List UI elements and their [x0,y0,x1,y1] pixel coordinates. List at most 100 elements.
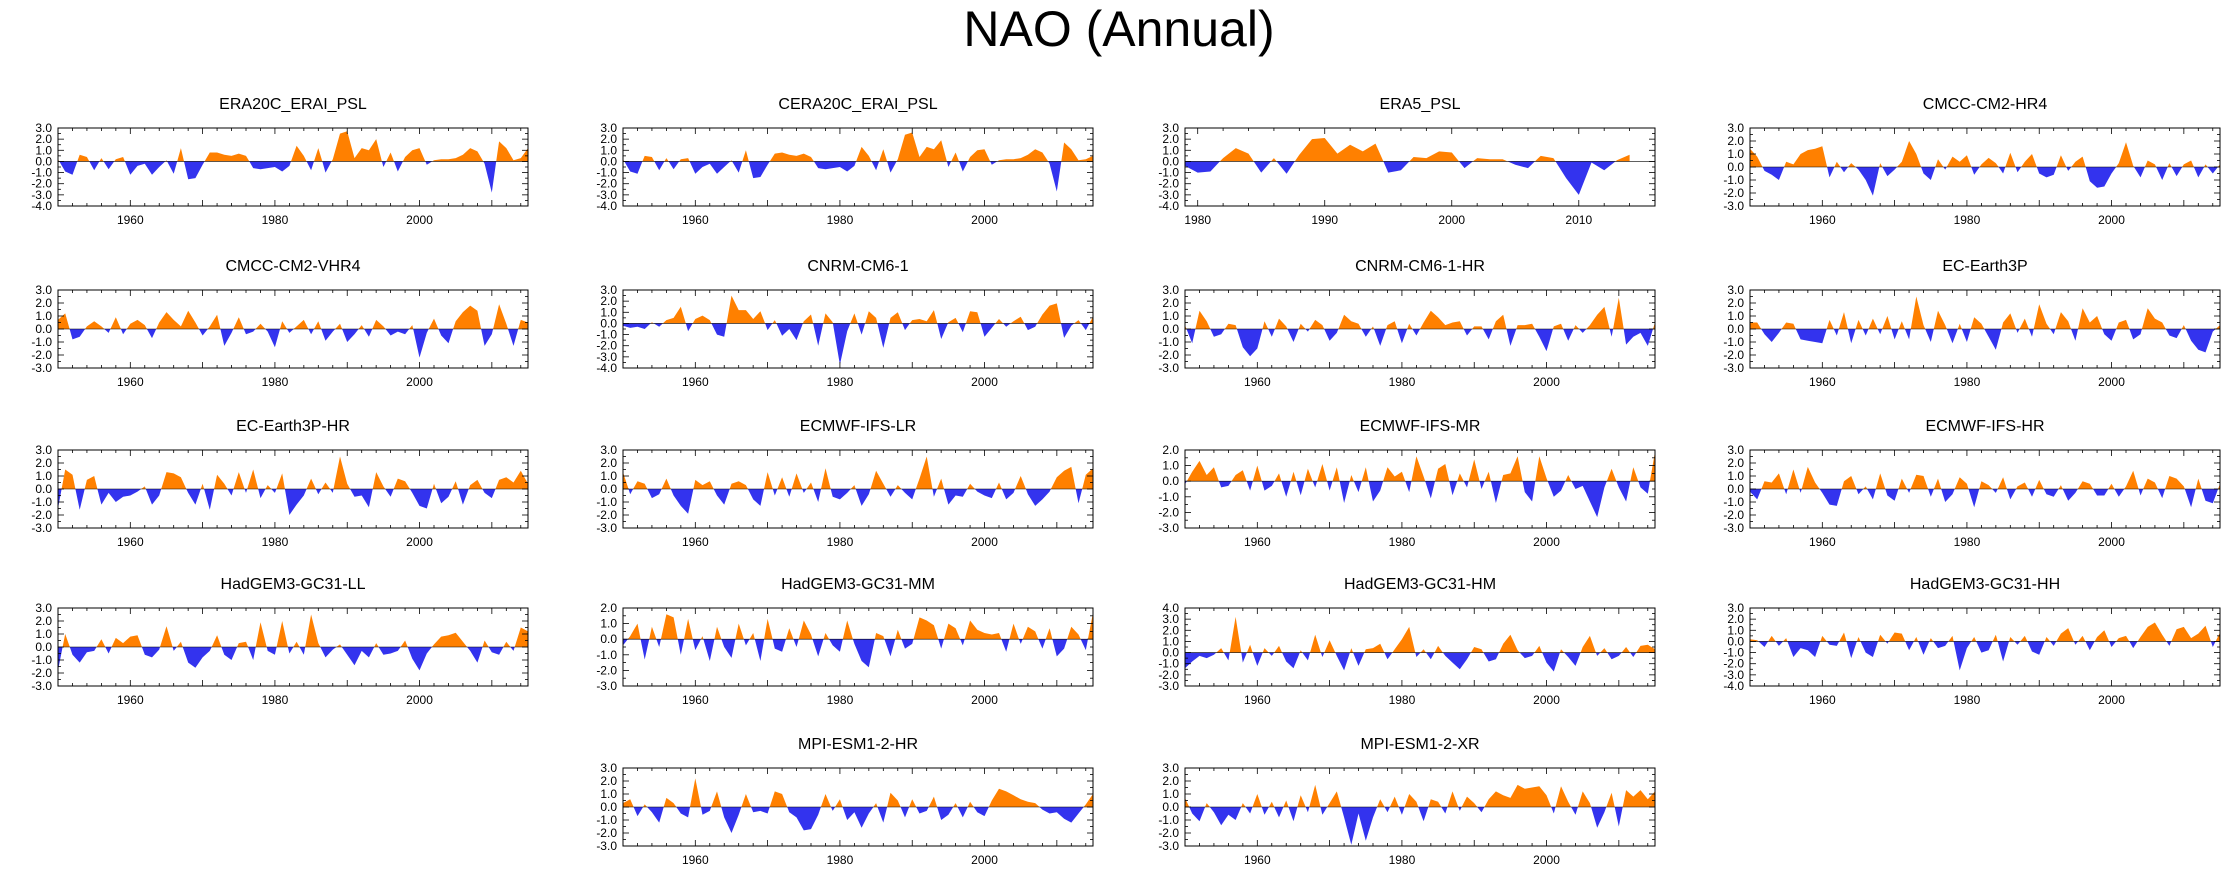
x-tick-label: 1960 [682,853,709,867]
nao-chart: 3.02.01.00.0-1.0-2.0-3.0-4.0 1960 1980 2000 [596,283,1094,389]
y-tick-label: 0.0 [35,322,52,336]
x-tick-label: 2000 [1533,853,1560,867]
y-tick-label: 3.0 [600,121,617,135]
panel-title: ECMWF-IFS-HR [1925,418,2045,435]
y-tick-label: -2.0 [31,666,52,680]
x-tick-label: 1980 [1389,853,1416,867]
x-tick-label: 1960 [682,535,709,549]
negative-area [58,647,528,671]
x-tick-label: 2000 [971,853,998,867]
y-tick-label: -4.0 [1723,679,1744,693]
x-tick-label: 2000 [1438,213,1465,227]
nao-chart: 3.02.01.00.0-1.0-2.0-3.0 1960 1980 2000 [31,601,529,707]
chart-panel: HadGEM3-GC31-HH 3.0 2.0 1.0 0.0 -1.0 -2.0 -3.0-… [1692,574,2232,707]
nao-chart: 3.02.01.00.0-1.0-2.0-3.0 1960 1980 2000 [1158,283,1656,389]
nao-chart: 3.02.01.00.0-1.0-2.0-3.0 1960 1980 2000 [1158,761,1656,867]
nao-chart: 4.03.02.01.00.0-1.0-2.0-3.0 1960 1980 2000 [1158,601,1656,707]
y-tick-label: -2.0 [31,508,52,522]
nao-chart: 3.02.01.00.0-1.0-2.0-3.0-4.0 1960 1980 2000 [596,121,1094,227]
panel-title: MPI-ESM1-2-XR [1360,736,1480,753]
y-tick-label: -3.0 [31,521,52,535]
y-tick-label: 1.0 [600,617,617,631]
x-tick-label: 1960 [1244,535,1271,549]
y-tick-label: 0.0 [1727,634,1744,648]
y-tick-label: -2.0 [1723,657,1744,671]
positive-area [58,614,528,647]
y-tick-label: -1.0 [1158,657,1179,671]
x-tick-label: 2000 [971,375,998,389]
positive-area [1750,466,2220,489]
y-tick-label: 1.0 [1727,147,1744,161]
y-tick-label: 1.0 [35,627,52,641]
chart-panel: ERA20C_ERAI_PSL 3.0 2.0 1.0 0.0 -1.0 -2.0 -3.0-… [0,94,540,227]
x-tick-label: 1980 [1954,535,1981,549]
nao-chart: 2.0 1.00.0 -1.0-2.0 -3.0 1960 1980 2000 [596,601,1094,707]
positive-area [1750,296,2220,329]
positive-area [1750,622,2220,642]
negative-area [58,161,528,193]
y-tick-label: -1.0 [596,495,617,509]
y-tick-label: -2.0 [1723,186,1744,200]
y-tick-label: -3.0 [1158,521,1179,535]
y-tick-label: -1.0 [596,328,617,342]
x-tick-label: 2000 [406,375,433,389]
y-tick-label: -1.0 [31,335,52,349]
y-tick-label: 0.0 [600,316,617,330]
nao-chart: 3.02.01.00.0-1.0-2.0-3.0 1960 1980 2000 [31,443,529,549]
x-tick-label: 2000 [2098,693,2125,707]
positive-area [623,456,1093,489]
y-tick-label: -3.0 [1158,188,1179,202]
y-tick-label: 2.0 [1727,296,1744,310]
chart-panel: ERA5_PSL 3.0 2.0 1.0 0.0 -1.0 -2.0 -3.0 -4.0 1980… [1127,94,1667,227]
y-tick-label: 0.0 [1162,154,1179,168]
y-tick-label: -2.0 [1158,668,1179,682]
panel-title: CNRM-CM6-1-HR [1355,258,1485,275]
nao-chart: 3.02.01.00.0-1.0-2.0-3.0 1960 1980 2000 [596,443,1094,549]
y-tick-label: 0.0 [1727,160,1744,174]
y-tick-label: 2.0 [1727,456,1744,470]
x-tick-label: 1960 [117,375,144,389]
x-tick-label: 2000 [971,693,998,707]
y-tick-label: 1.0 [600,305,617,319]
panel-title: ERA20C_ERAI_PSL [219,96,367,113]
chart-panel: ECMWF-IFS-MR 2.0 1.0 0.0 -1.0 -2.0 -3.0 1960 198… [1127,416,1667,549]
y-tick-label: 2.0 [600,774,617,788]
positive-area [1185,297,1655,329]
negative-area [1750,167,2220,196]
y-tick-label: -3.0 [31,188,52,202]
negative-area [1750,489,2220,508]
y-tick-label: -1.0 [31,166,52,180]
y-tick-label: -3.0 [1723,199,1744,213]
y-tick-label: -1.0 [1723,335,1744,349]
panel-title: CMCC-CM2-VHR4 [225,258,361,275]
x-tick-label: 1980 [262,693,289,707]
y-tick-label: 1.0 [600,143,617,157]
y-tick-label: 0.0 [600,482,617,496]
chart-panel: CNRM-CM6-1 3.0 2.0 1.0 0.0 -1.0 -2.0 -3.0 -4.0 19… [565,256,1105,389]
panel-title: CMCC-CM2-HR4 [1922,96,2048,113]
y-tick-label: 1.0 [35,309,52,323]
x-tick-label: 1980 [827,693,854,707]
y-tick-label: 2.0 [1162,296,1179,310]
nao-chart: 3.02.01.00.0-1.0-2.0-3.0 1960 1980 2000 [1723,283,2221,389]
y-tick-label: 0.0 [1162,646,1179,660]
x-tick-label: 1960 [1244,853,1271,867]
y-tick-label: 3.0 [35,443,52,457]
chart-panel: CMCC-CM2-HR4 3.0 2.0 1.0 0.0 -1.0 -2.0 -3.0 1960… [1692,94,2232,227]
plot-frame [622,289,1094,369]
x-tick-label: 1980 [1954,375,1981,389]
x-tick-label: 1960 [1809,535,1836,549]
panel-title: HadGEM3-GC31-LL [220,576,366,593]
x-tick-label: 2000 [1533,693,1560,707]
y-tick-label: -1.0 [1158,166,1179,180]
y-tick-label: -1.0 [1723,495,1744,509]
nao-chart: 3.02.01.00.0-1.0-2.0-3.0-4.0 1960 1980 2000 [31,121,529,227]
y-tick-label: -2.0 [1723,348,1744,362]
y-tick-label: 1.0 [35,143,52,157]
y-tick-label: 0.0 [600,632,617,646]
y-tick-label: 3.0 [35,283,52,297]
y-tick-label: 1.0 [600,469,617,483]
chart-panel: CERA20C_ERAI_PSL 3.0 2.0 1.0 0.0 -1.0 -2.0 -3.0… [565,94,1105,227]
positive-area [1185,451,1655,482]
y-tick-label: -1.0 [1158,335,1179,349]
